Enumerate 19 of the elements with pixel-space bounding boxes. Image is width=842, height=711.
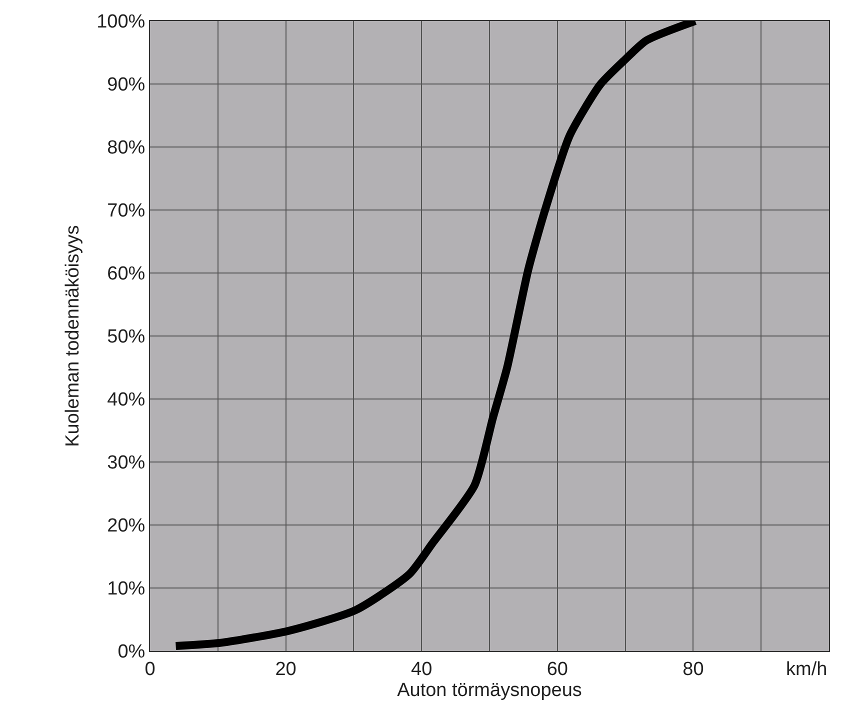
x-tick-label: 80 — [682, 658, 704, 680]
y-tick-label: 90% — [107, 74, 146, 96]
y-tick-label: 10% — [107, 578, 146, 600]
y-tick-label: 80% — [107, 138, 146, 159]
x-tick-label: 60 — [546, 658, 568, 680]
y-tick-label: 20% — [107, 516, 146, 537]
x-axis-title: Auton törmäysnopeus — [397, 680, 582, 701]
y-tick-label: 40% — [107, 390, 146, 411]
x-tick-label: 40 — [411, 658, 432, 680]
x-tick-label: 0 — [144, 658, 156, 680]
y-tick-label: 50% — [107, 326, 146, 348]
y-tick-label: 60% — [107, 264, 146, 285]
y-axis-title: Kuoleman todennäköisyys — [62, 225, 84, 447]
y-tick-label: 0% — [118, 642, 146, 663]
y-tick-label: 30% — [107, 452, 146, 474]
y-tick-label: 70% — [107, 200, 146, 222]
x-tick-label: 20 — [275, 658, 296, 680]
y-tick-label: 100% — [96, 12, 146, 33]
text: km/h — [786, 659, 828, 680]
